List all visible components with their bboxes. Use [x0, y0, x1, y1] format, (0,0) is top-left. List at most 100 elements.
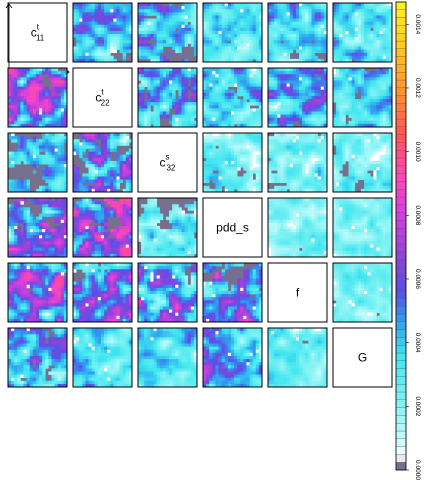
- colorbar-band: [395, 189, 407, 198]
- panel-c22t-pdd_s: [202, 67, 263, 128]
- colorbar-band: [395, 95, 407, 104]
- variable-label-c11t: ct 11: [31, 23, 45, 43]
- heatmap-cells: [333, 198, 393, 258]
- panel-pdd_s-f: [267, 197, 328, 258]
- panel-c11t-f: [267, 2, 328, 63]
- heatmap-cells: [333, 263, 393, 323]
- heatmap-cells: [203, 328, 263, 388]
- panel-frame: [72, 262, 133, 323]
- panel-frame: [7, 197, 68, 258]
- panel-c11t-c11t: ct 11: [5, 2, 70, 76]
- colorbar: 0.0000 0.0002 0.0004 0.0006 0.0008 0.0010 0.00…: [395, 1, 421, 480]
- variable-label-base: f: [296, 286, 300, 300]
- panel-G-f: [267, 327, 328, 388]
- heatmap-cells: [268, 198, 328, 258]
- heatmap-cells: [73, 263, 133, 323]
- heatmap-cells: [138, 328, 198, 388]
- colorbar-band: [395, 274, 407, 283]
- heatmap-cells: [73, 133, 133, 193]
- panel-pdd_s-c11t: [7, 197, 68, 258]
- panel-c11t-c32s: [137, 2, 198, 63]
- variable-label-sup: t: [101, 88, 104, 97]
- colorbar-tick-label: 0.0008: [414, 205, 421, 225]
- panel-frame: [267, 2, 328, 63]
- colorbar-band: [395, 430, 407, 439]
- heatmap-cells: [138, 68, 198, 128]
- heatmap-cells: [8, 263, 68, 323]
- panel-f-G: [332, 262, 393, 323]
- variable-label-base: c: [95, 91, 101, 105]
- diagonal-panel-frame: [137, 132, 198, 193]
- panel-G-c11t: [7, 327, 68, 388]
- colorbar-band: [395, 9, 407, 18]
- heatmap-cells: [138, 263, 198, 323]
- panel-frame: [267, 132, 328, 193]
- heatmap-cells: [73, 3, 133, 63]
- heatmap-cells: [333, 133, 393, 193]
- variable-label-G: G: [358, 351, 367, 365]
- colorbar-band: [395, 212, 407, 221]
- panel-frame: [72, 2, 133, 63]
- diagonal-panel-frame: [202, 197, 263, 258]
- panel-G-c32s: [137, 327, 198, 388]
- panel-c22t-c32s: [137, 67, 198, 128]
- panel-frame: [137, 67, 198, 128]
- colorbar-band: [395, 415, 407, 424]
- colorbar-band: [395, 282, 407, 291]
- panel-c32s-pdd_s: [202, 132, 263, 193]
- colorbar-band: [395, 40, 407, 49]
- colorbar-band: [395, 64, 407, 73]
- panel-f-c11t: [7, 262, 68, 323]
- colorbar-band: [395, 259, 407, 268]
- heatmap-cells: [73, 328, 133, 388]
- colorbar-tick-label: 0.0014: [414, 14, 421, 34]
- colorbar-band: [395, 235, 407, 244]
- colorbar-band: [395, 446, 407, 455]
- colorbar-band: [395, 384, 407, 393]
- colorbar-band: [395, 407, 407, 416]
- panel-frame: [267, 327, 328, 388]
- colorbar-band: [395, 204, 407, 213]
- colorbar-band: [395, 267, 407, 276]
- variable-label-c22t: ct 22: [95, 88, 110, 108]
- panel-frame: [267, 67, 328, 128]
- variable-label-sup: s: [166, 153, 170, 162]
- colorbar-band: [395, 134, 407, 143]
- panel-frame: [332, 67, 393, 128]
- heatmap-cells: [203, 133, 263, 193]
- panel-f-f: f: [267, 262, 328, 323]
- panel-frame: [7, 262, 68, 323]
- variable-label-sup: t: [37, 23, 40, 32]
- colorbar-band: [395, 360, 407, 369]
- panel-frame: [332, 2, 393, 63]
- colorbar-band: [395, 103, 407, 112]
- colorbar-band: [395, 345, 407, 354]
- panel-c22t-c11t: [7, 67, 68, 128]
- colorbar-band: [395, 220, 407, 229]
- colorbar-band: [395, 111, 407, 120]
- heatmap-cells: [8, 68, 68, 128]
- colorbar-band: [395, 72, 407, 81]
- colorbar-band: [395, 48, 407, 57]
- colorbar-band: [395, 313, 407, 322]
- panel-frame: [267, 197, 328, 258]
- variable-label-base: G: [358, 351, 367, 365]
- variable-label-sub: 22: [101, 99, 110, 108]
- colorbar-band: [395, 438, 407, 447]
- colorbar-tick-label: 0.0006: [414, 269, 421, 289]
- panel-frame: [137, 197, 198, 258]
- panel-frame: [202, 327, 263, 388]
- colorbar-band: [395, 391, 407, 400]
- panel-pdd_s-pdd_s: pdd_s: [202, 197, 263, 258]
- diagonal-panel-frame: [72, 67, 133, 128]
- colorbar-band: [395, 462, 407, 471]
- heatmap-cells: [138, 3, 198, 63]
- colorbar-band: [395, 306, 407, 315]
- panel-G-pdd_s: [202, 327, 263, 388]
- panel-c11t-G: [332, 2, 393, 63]
- colorbar-band: [395, 181, 407, 190]
- colorbar-band: [395, 329, 407, 338]
- panel-f-c22t: [72, 262, 133, 323]
- heatmap-cells: [8, 133, 68, 193]
